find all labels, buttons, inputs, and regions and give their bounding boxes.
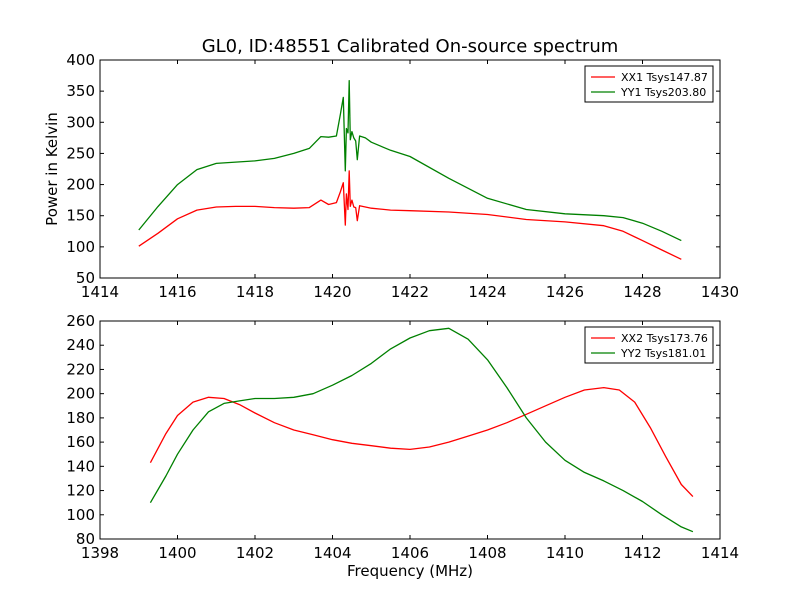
y-tick-label: 80 <box>76 530 95 548</box>
y-tick-label: 400 <box>66 51 95 69</box>
x-tick-label: 1414 <box>701 544 739 562</box>
y-tick-label: 350 <box>66 82 95 100</box>
legend-label-1: XX1 Tsys147.87 <box>621 71 708 84</box>
legend-box <box>584 326 714 364</box>
legend-label-2: YY2 Tsys181.01 <box>620 347 706 360</box>
x-tick-label: 1400 <box>158 544 196 562</box>
y-tick-label: 120 <box>66 482 95 500</box>
y-tick-label: 300 <box>66 113 95 131</box>
x-tick-label: 1404 <box>313 544 351 562</box>
series-line-1 <box>149 386 694 498</box>
legend-box <box>584 65 714 103</box>
series-line-1 <box>138 170 682 260</box>
x-tick-label: 1398 <box>81 544 119 562</box>
y-tick-label: 200 <box>66 176 95 194</box>
y-tick-label: 200 <box>66 385 95 403</box>
y-tick-label: 140 <box>66 457 95 475</box>
series-line-2 <box>149 327 694 533</box>
y-tick-label: 50 <box>76 269 95 287</box>
x-tick-label: 1430 <box>701 283 739 301</box>
y-tick-label: 100 <box>66 238 95 256</box>
y-tick-label: 150 <box>66 207 95 225</box>
x-tick-label: 1410 <box>546 544 584 562</box>
x-tick-label: 1418 <box>236 283 274 301</box>
x-tick-label: 1420 <box>313 283 351 301</box>
x-tick-label: 1428 <box>623 283 661 301</box>
x-tick-label: 1414 <box>81 283 119 301</box>
x-tick-label: 1416 <box>158 283 196 301</box>
y-tick-label: 100 <box>66 506 95 524</box>
legend-label-1: XX2 Tsys173.76 <box>621 332 708 345</box>
y-tick-label: 160 <box>66 433 95 451</box>
x-tick-label: 1406 <box>391 544 429 562</box>
y-tick-label: 250 <box>66 144 95 162</box>
x-tick-label: 1426 <box>546 283 584 301</box>
y-axis-label: Power in Kelvin <box>43 112 61 226</box>
y-tick-label: 240 <box>66 336 95 354</box>
legend-label-2: YY1 Tsys203.80 <box>620 86 706 99</box>
figure-title: GL0, ID:48551 Calibrated On-source spect… <box>202 36 619 57</box>
x-tick-label: 1422 <box>391 283 429 301</box>
top-plot: 1414 1416 1418 1420 1422 1424 1426 1428 1430 50 10… <box>43 51 739 301</box>
y-tick-label: 260 <box>66 312 95 330</box>
series-line-2 <box>138 79 682 242</box>
bottom-plot: 1398 1400 1402 1404 1406 1408 1410 1412 1414 80 10… <box>66 312 739 562</box>
y-tick-label: 220 <box>66 360 95 378</box>
x-tick-label: 1424 <box>468 283 506 301</box>
x-axis-label: Frequency (MHz) <box>347 562 473 580</box>
x-tick-label: 1402 <box>236 544 274 562</box>
x-tick-label: 1412 <box>623 544 661 562</box>
x-tick-label: 1408 <box>468 544 506 562</box>
y-tick-label: 180 <box>66 409 95 427</box>
